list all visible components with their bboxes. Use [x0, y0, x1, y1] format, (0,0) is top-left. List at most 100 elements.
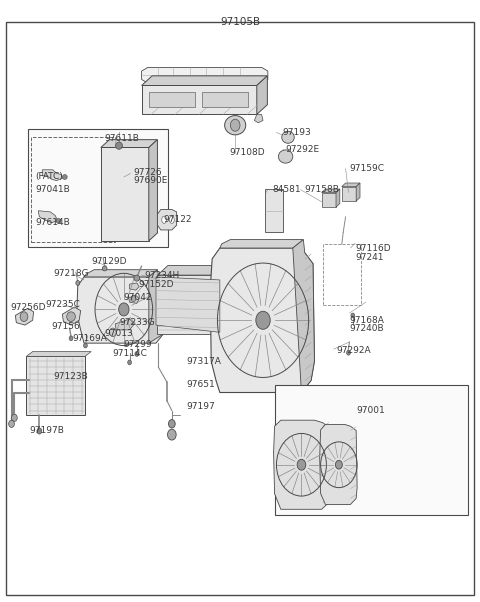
Ellipse shape: [347, 350, 350, 355]
Bar: [26, 356, 85, 415]
Ellipse shape: [131, 296, 136, 302]
Text: 97001: 97001: [356, 406, 385, 415]
Text: 97114C: 97114C: [113, 349, 148, 358]
Text: 97169A: 97169A: [72, 334, 107, 343]
Text: 97105B: 97105B: [220, 17, 260, 27]
Text: 97241: 97241: [355, 253, 384, 262]
Ellipse shape: [162, 216, 167, 223]
Polygon shape: [101, 147, 149, 241]
Text: 97108D: 97108D: [229, 149, 264, 157]
Text: 97218G: 97218G: [54, 270, 89, 278]
Polygon shape: [142, 76, 267, 85]
Text: 97240B: 97240B: [349, 324, 384, 333]
Bar: [323, 244, 361, 305]
Polygon shape: [157, 265, 230, 275]
Text: 97042: 97042: [124, 293, 152, 302]
Polygon shape: [115, 319, 134, 330]
Ellipse shape: [128, 360, 132, 365]
Polygon shape: [210, 248, 314, 393]
Text: 97197B: 97197B: [30, 426, 65, 435]
Bar: [31, 137, 115, 242]
Ellipse shape: [37, 428, 42, 434]
Polygon shape: [156, 277, 220, 332]
Ellipse shape: [135, 352, 139, 356]
Polygon shape: [149, 140, 157, 241]
Ellipse shape: [12, 414, 17, 421]
Bar: [275, 385, 468, 515]
Polygon shape: [356, 183, 360, 201]
Text: 97690E: 97690E: [133, 176, 168, 185]
Polygon shape: [149, 270, 167, 343]
Polygon shape: [157, 209, 177, 230]
Ellipse shape: [109, 328, 116, 337]
Ellipse shape: [230, 119, 240, 131]
Text: 97235C: 97235C: [45, 300, 80, 309]
Polygon shape: [342, 183, 360, 187]
Polygon shape: [77, 277, 167, 343]
Ellipse shape: [56, 219, 61, 223]
Ellipse shape: [282, 131, 294, 143]
Polygon shape: [274, 420, 330, 509]
Ellipse shape: [20, 312, 28, 321]
Polygon shape: [130, 283, 139, 290]
Polygon shape: [293, 240, 314, 393]
Text: 97234H: 97234H: [144, 271, 179, 279]
Text: 97614B: 97614B: [35, 219, 70, 227]
Polygon shape: [62, 307, 81, 325]
Polygon shape: [220, 240, 303, 248]
Polygon shape: [336, 189, 340, 207]
Ellipse shape: [225, 116, 246, 135]
Polygon shape: [157, 275, 220, 334]
Ellipse shape: [102, 266, 107, 271]
Text: 97129D: 97129D: [91, 257, 127, 265]
Polygon shape: [142, 85, 257, 114]
Ellipse shape: [62, 175, 67, 179]
Polygon shape: [15, 308, 34, 325]
Bar: [265, 189, 283, 232]
Text: 97292A: 97292A: [336, 346, 371, 355]
Bar: [28, 129, 168, 247]
Polygon shape: [322, 189, 340, 193]
Polygon shape: [101, 140, 157, 147]
Text: 97292E: 97292E: [285, 146, 319, 154]
Ellipse shape: [169, 216, 174, 223]
Ellipse shape: [116, 142, 122, 149]
Text: 97651: 97651: [186, 380, 215, 388]
Ellipse shape: [69, 336, 73, 341]
Text: 97116D: 97116D: [355, 244, 391, 252]
Text: 97156: 97156: [51, 323, 80, 331]
Polygon shape: [342, 187, 356, 201]
Ellipse shape: [168, 420, 175, 428]
Text: 97317A: 97317A: [186, 357, 221, 365]
Ellipse shape: [9, 420, 14, 427]
Polygon shape: [38, 211, 58, 223]
Text: 97299: 97299: [124, 340, 153, 349]
Text: 97159C: 97159C: [349, 164, 384, 173]
Text: 97122: 97122: [163, 216, 192, 224]
Polygon shape: [322, 193, 336, 207]
Text: (FATC): (FATC): [35, 173, 63, 181]
Ellipse shape: [134, 275, 140, 281]
Text: 97193: 97193: [282, 128, 311, 137]
Text: 84581: 84581: [273, 185, 301, 194]
Text: 97611B: 97611B: [105, 134, 140, 143]
Text: 97233G: 97233G: [119, 318, 155, 327]
Ellipse shape: [278, 150, 293, 163]
Text: 97041B: 97041B: [35, 185, 70, 193]
Polygon shape: [320, 424, 357, 504]
Ellipse shape: [351, 313, 355, 318]
Text: 97256D: 97256D: [11, 303, 46, 311]
Ellipse shape: [119, 303, 129, 316]
Ellipse shape: [336, 461, 342, 469]
Ellipse shape: [256, 311, 270, 329]
Text: 97158B: 97158B: [305, 185, 340, 194]
Polygon shape: [257, 76, 267, 114]
Bar: [202, 92, 248, 107]
Ellipse shape: [168, 429, 176, 440]
Ellipse shape: [84, 343, 87, 348]
Text: 97168A: 97168A: [349, 316, 384, 324]
Ellipse shape: [67, 312, 75, 321]
Ellipse shape: [76, 281, 80, 285]
Text: 97152D: 97152D: [138, 281, 174, 289]
Text: 97726: 97726: [133, 168, 162, 176]
